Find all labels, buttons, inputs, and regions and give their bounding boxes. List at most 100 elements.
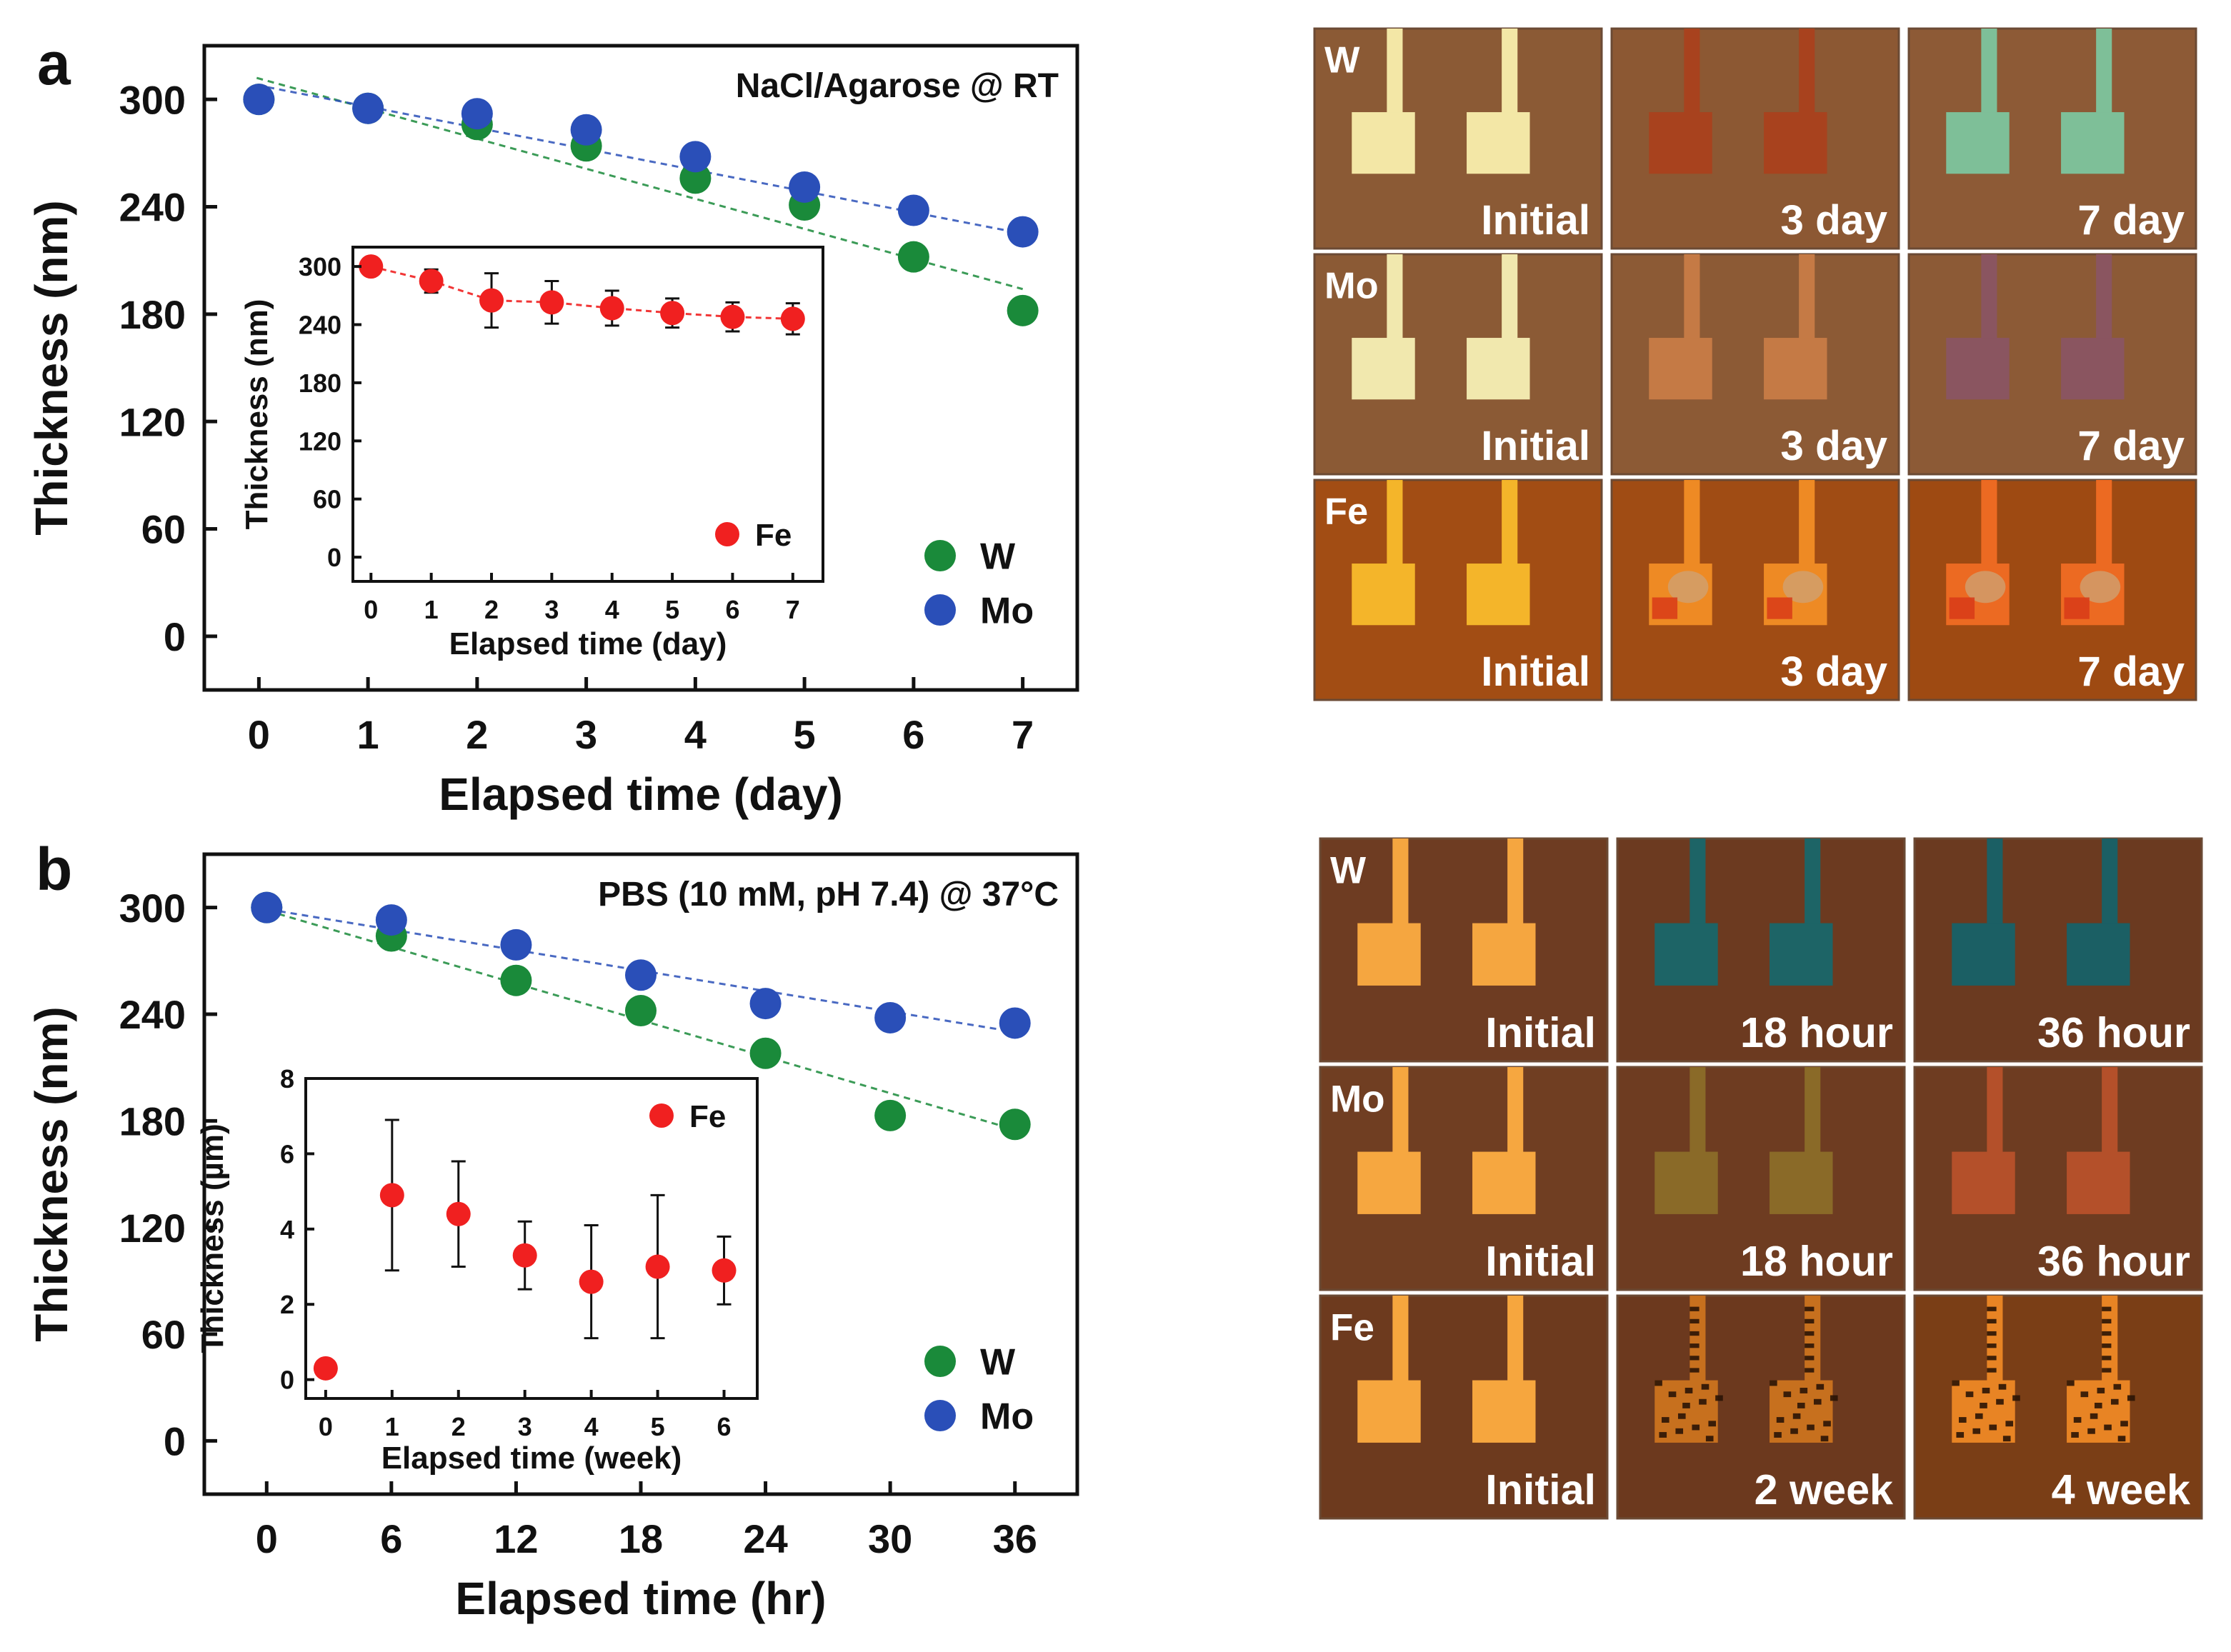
corrosion-flake [1975, 1413, 1983, 1419]
corrosion-flake [1690, 1343, 1700, 1348]
b-y-axis-label: Thickness (nm) [26, 1006, 77, 1341]
a-data-point-mo [679, 141, 712, 173]
electrode-pad [1467, 112, 1530, 174]
corrosion-flake [2087, 1428, 2095, 1434]
corrosion-flake [2102, 1318, 2112, 1323]
electrode-stem [1392, 1067, 1409, 1156]
electrode-stem [1387, 480, 1403, 569]
b-data-point-w [999, 1108, 1031, 1141]
a-data-point-mo [789, 171, 821, 203]
corrosion-flake [1690, 1356, 1700, 1361]
b-data-point-w [874, 1099, 907, 1131]
b-inset-data-point-fe [446, 1201, 471, 1226]
electrode-stem [2102, 838, 2118, 928]
corrosion-flake [2005, 1421, 2014, 1427]
electrode-pad [1764, 338, 1827, 400]
electrode-stem [1507, 838, 1524, 928]
a-data-point-w [897, 241, 929, 273]
a-inset-x-tick-label: 1 [424, 595, 439, 624]
pa-micrograph-tile: Fe Initial [1313, 479, 1603, 701]
corrosion-spot [1965, 571, 2006, 604]
electrode-stem [1805, 1296, 1821, 1385]
b-data-point-mo [749, 988, 782, 1020]
corrosion-flake [1661, 1417, 1669, 1423]
a-x-tick-label: 2 [466, 712, 488, 757]
electrode-stem [1387, 29, 1403, 117]
corrosion-flake [1956, 1432, 1965, 1438]
b-inset-x-tick-label: 0 [319, 1412, 333, 1441]
b-data-point-mo [625, 959, 657, 991]
electrode-stem [1502, 29, 1518, 117]
corrosion-flake [2113, 1383, 2122, 1390]
electrode-pad [2061, 338, 2125, 400]
b-chart-title: PBS (10 mM, pH 7.4) @ 37°C [598, 876, 1059, 913]
corrosion-flake [2104, 1424, 2112, 1431]
electrode-pad [2067, 1151, 2130, 1214]
a-data-point-mo [570, 114, 602, 146]
a-inset-data-point-fe [599, 296, 624, 321]
a-legend-label-mo: Mo [980, 591, 1034, 632]
tile-material-label: W [1324, 40, 1360, 81]
a-inset-data-point-fe [539, 290, 564, 315]
electrode-stem [1684, 254, 1700, 343]
a-y-tick-label: 180 [119, 292, 186, 337]
electrode-stem [1805, 838, 1821, 928]
electrode-pad [2067, 923, 2130, 986]
b-data-point-mo [874, 1001, 907, 1033]
pa-micrograph-tile: 3 day [1610, 253, 1900, 476]
corrosion-flake [1989, 1424, 1997, 1431]
electrode-pad [1472, 1151, 1536, 1214]
corrosion-flake [1675, 1428, 1684, 1434]
corrosion-flake [2094, 1403, 2102, 1408]
corrosion-flake [1699, 1398, 1707, 1405]
a-legend-label-w: W [980, 536, 1016, 578]
corrosion-flake [1987, 1368, 1997, 1373]
corrosion-flake [2097, 1388, 2105, 1393]
a-inset-x-axis-label: Elapsed time (day) [449, 626, 727, 661]
b-inset-x-tick-label: 6 [717, 1412, 732, 1441]
electrode-stem [1690, 1067, 1706, 1156]
electrode-pad [1467, 564, 1530, 626]
b-inset-y-tick-label: 8 [280, 1064, 294, 1093]
tile-material-label: Mo [1324, 266, 1379, 307]
b-legend-marker-mo [924, 1400, 956, 1431]
corrosion-flake [1820, 1436, 1829, 1442]
electrode-stem [2102, 1067, 2118, 1156]
corrosion-flake [1805, 1306, 1815, 1311]
corrosion-flake [2102, 1356, 2112, 1361]
electrode-stem [1987, 838, 2003, 928]
a-inset-y-tick-label: 0 [327, 543, 341, 572]
electrode-stem [1987, 1067, 2003, 1156]
corrosion-flake [1816, 1383, 1825, 1390]
a-trend-line-mo [256, 84, 1023, 235]
a-plot-frame [202, 44, 1079, 692]
electrode-pad [1770, 923, 1833, 986]
corrosion-spot [2080, 571, 2121, 604]
panel-label-b: b [36, 836, 72, 903]
tile-time-label: 3 day [1780, 197, 1887, 244]
panel-b-micrographs: W Initial 18 hour 36 hour Mo Initial 18 hour 36… [1319, 837, 2203, 1520]
electrode-pad [1357, 1151, 1421, 1214]
corrosion-flake [1715, 1395, 1723, 1401]
corrosion-flake [1682, 1403, 1690, 1408]
a-inset-x-tick-label: 5 [665, 595, 679, 624]
b-inset-x-axis-label: Elapsed time (week) [381, 1441, 682, 1476]
tile-material-label: Fe [1330, 1306, 1374, 1348]
a-inset-data-point-fe [660, 301, 685, 326]
pa-micrograph-tile: 7 day [1907, 253, 2197, 476]
corrosion-flake [1805, 1318, 1815, 1323]
tile-time-label: 2 week [1755, 1466, 1894, 1513]
corrosion-flake [1952, 1380, 1960, 1386]
corrosion-flake [1996, 1398, 2004, 1405]
corrosion-flake [1770, 1380, 1777, 1386]
a-x-tick-label: 4 [684, 712, 707, 757]
corrosion-flake [1659, 1432, 1667, 1438]
electrode-stem [1981, 29, 1997, 117]
corrosion-flake [2120, 1421, 2128, 1427]
pb-micrograph-tile: 36 hour [1913, 1066, 2203, 1291]
corrosion-flake [1690, 1306, 1700, 1311]
corrosion-flake [2012, 1395, 2020, 1401]
tile-time-label: 3 day [1780, 423, 1887, 469]
corrosion-flake [2090, 1413, 2098, 1419]
electrode-stem [1690, 838, 1706, 928]
